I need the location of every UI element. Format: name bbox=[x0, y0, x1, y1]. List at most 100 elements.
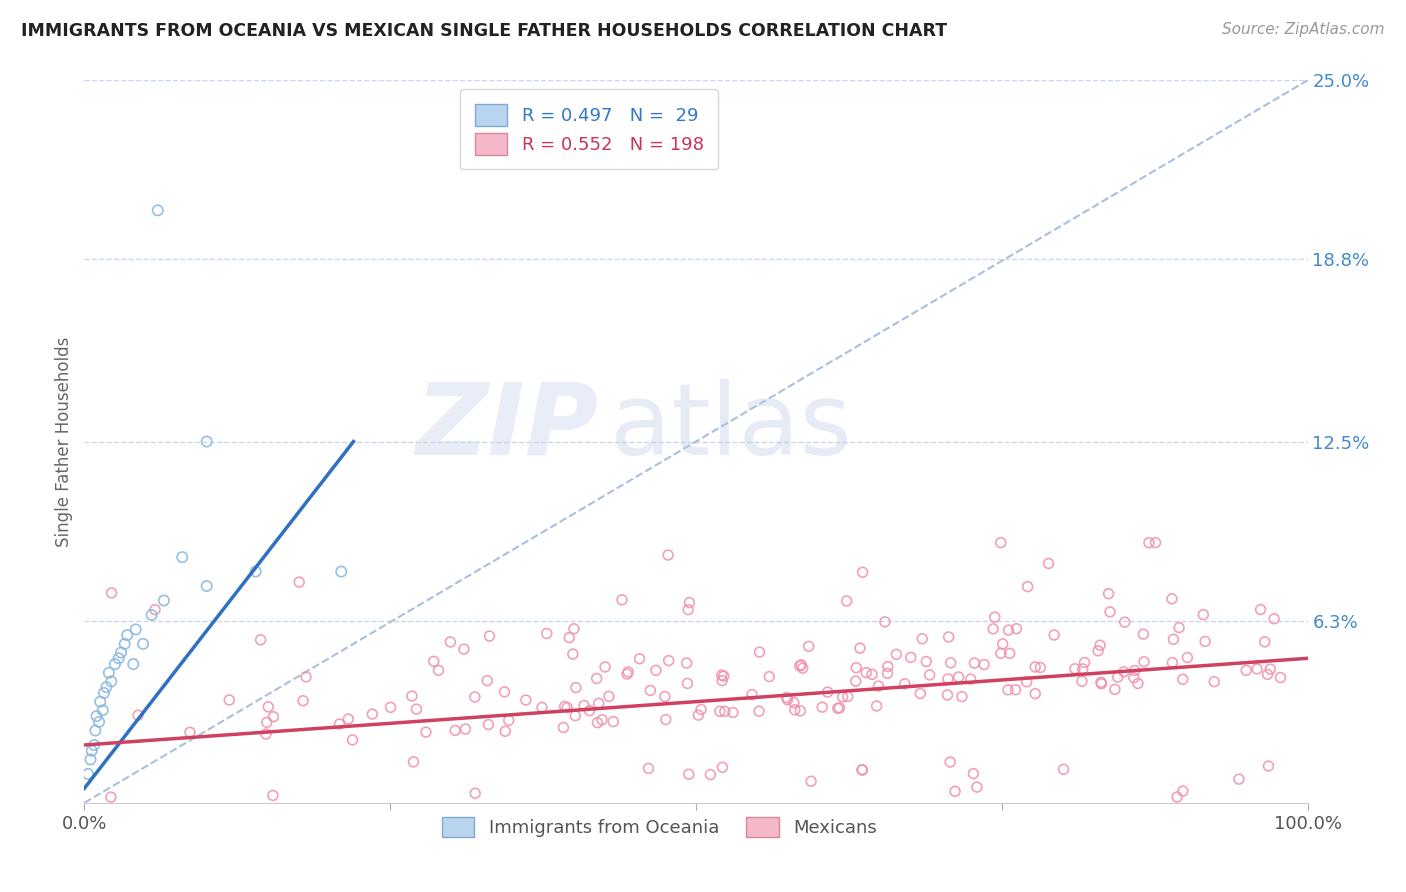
Point bbox=[1161, 656, 1184, 670]
Point bbox=[586, 715, 609, 730]
Point bbox=[464, 690, 486, 704]
Point bbox=[981, 622, 1004, 636]
Point bbox=[678, 767, 700, 781]
Point bbox=[143, 602, 166, 616]
Point bbox=[402, 755, 425, 769]
Point bbox=[936, 688, 959, 702]
Point bbox=[422, 654, 444, 668]
Point bbox=[1073, 656, 1095, 670]
Point bbox=[655, 713, 678, 727]
Point bbox=[959, 672, 981, 686]
Point bbox=[478, 629, 501, 643]
Point bbox=[564, 708, 586, 723]
Point bbox=[990, 646, 1012, 660]
Point bbox=[1171, 673, 1194, 687]
Point bbox=[792, 661, 814, 675]
Point bbox=[405, 702, 427, 716]
Point bbox=[115, 628, 138, 642]
Point bbox=[427, 664, 450, 678]
Point bbox=[939, 755, 962, 769]
Point bbox=[1052, 762, 1074, 776]
Point bbox=[845, 661, 868, 675]
Point bbox=[96, 680, 118, 694]
Point bbox=[1204, 674, 1226, 689]
Point bbox=[86, 709, 108, 723]
Point bbox=[1090, 677, 1112, 691]
Point bbox=[797, 640, 820, 654]
Point bbox=[494, 724, 516, 739]
Point bbox=[494, 685, 516, 699]
Point bbox=[91, 703, 114, 717]
Point bbox=[748, 704, 770, 718]
Point bbox=[997, 682, 1019, 697]
Point bbox=[790, 657, 813, 672]
Point bbox=[939, 656, 962, 670]
Point bbox=[851, 763, 873, 777]
Point bbox=[776, 692, 799, 706]
Point bbox=[1250, 602, 1272, 616]
Point bbox=[256, 715, 278, 730]
Point bbox=[876, 659, 898, 673]
Text: IMMIGRANTS FROM OCEANIA VS MEXICAN SINGLE FATHER HOUSEHOLDS CORRELATION CHART: IMMIGRANTS FROM OCEANIA VS MEXICAN SINGL… bbox=[21, 22, 948, 40]
Point bbox=[1263, 612, 1285, 626]
Point bbox=[262, 789, 284, 803]
Point bbox=[852, 566, 875, 580]
Point bbox=[915, 655, 938, 669]
Point bbox=[195, 434, 218, 449]
Point bbox=[554, 699, 576, 714]
Point bbox=[610, 592, 633, 607]
Point bbox=[678, 596, 700, 610]
Point bbox=[515, 693, 537, 707]
Point bbox=[1270, 671, 1292, 685]
Point bbox=[100, 674, 122, 689]
Point bbox=[721, 706, 744, 720]
Point bbox=[80, 744, 103, 758]
Point bbox=[84, 723, 107, 738]
Point bbox=[1029, 660, 1052, 674]
Point bbox=[616, 667, 638, 681]
Point bbox=[817, 685, 839, 699]
Point bbox=[114, 637, 136, 651]
Point bbox=[1088, 638, 1111, 652]
Point bbox=[245, 565, 267, 579]
Point bbox=[837, 690, 859, 704]
Legend: Immigrants from Oceania, Mexicans: Immigrants from Oceania, Mexicans bbox=[434, 810, 884, 845]
Point bbox=[454, 722, 477, 736]
Point bbox=[536, 626, 558, 640]
Point bbox=[262, 710, 284, 724]
Point bbox=[886, 648, 908, 662]
Point bbox=[676, 676, 699, 690]
Point bbox=[868, 679, 890, 693]
Point bbox=[1254, 635, 1277, 649]
Point bbox=[991, 637, 1014, 651]
Point bbox=[578, 704, 600, 718]
Point bbox=[741, 688, 763, 702]
Point bbox=[125, 623, 148, 637]
Point bbox=[107, 651, 129, 665]
Point bbox=[1098, 605, 1121, 619]
Point bbox=[104, 657, 127, 671]
Point bbox=[1097, 587, 1119, 601]
Point bbox=[477, 717, 499, 731]
Point bbox=[1171, 784, 1194, 798]
Point bbox=[873, 615, 896, 629]
Point bbox=[249, 632, 271, 647]
Point bbox=[380, 700, 402, 714]
Point bbox=[860, 667, 883, 681]
Point bbox=[998, 646, 1021, 660]
Point bbox=[1137, 535, 1160, 549]
Point bbox=[657, 548, 679, 562]
Point bbox=[79, 752, 101, 766]
Point bbox=[153, 593, 176, 607]
Point bbox=[911, 632, 934, 646]
Point bbox=[1104, 682, 1126, 697]
Point bbox=[1071, 674, 1094, 689]
Point bbox=[1227, 772, 1250, 786]
Point bbox=[828, 701, 851, 715]
Point bbox=[990, 535, 1012, 549]
Point bbox=[1257, 667, 1279, 681]
Point bbox=[565, 681, 588, 695]
Point bbox=[553, 721, 575, 735]
Point bbox=[713, 669, 735, 683]
Point bbox=[172, 550, 194, 565]
